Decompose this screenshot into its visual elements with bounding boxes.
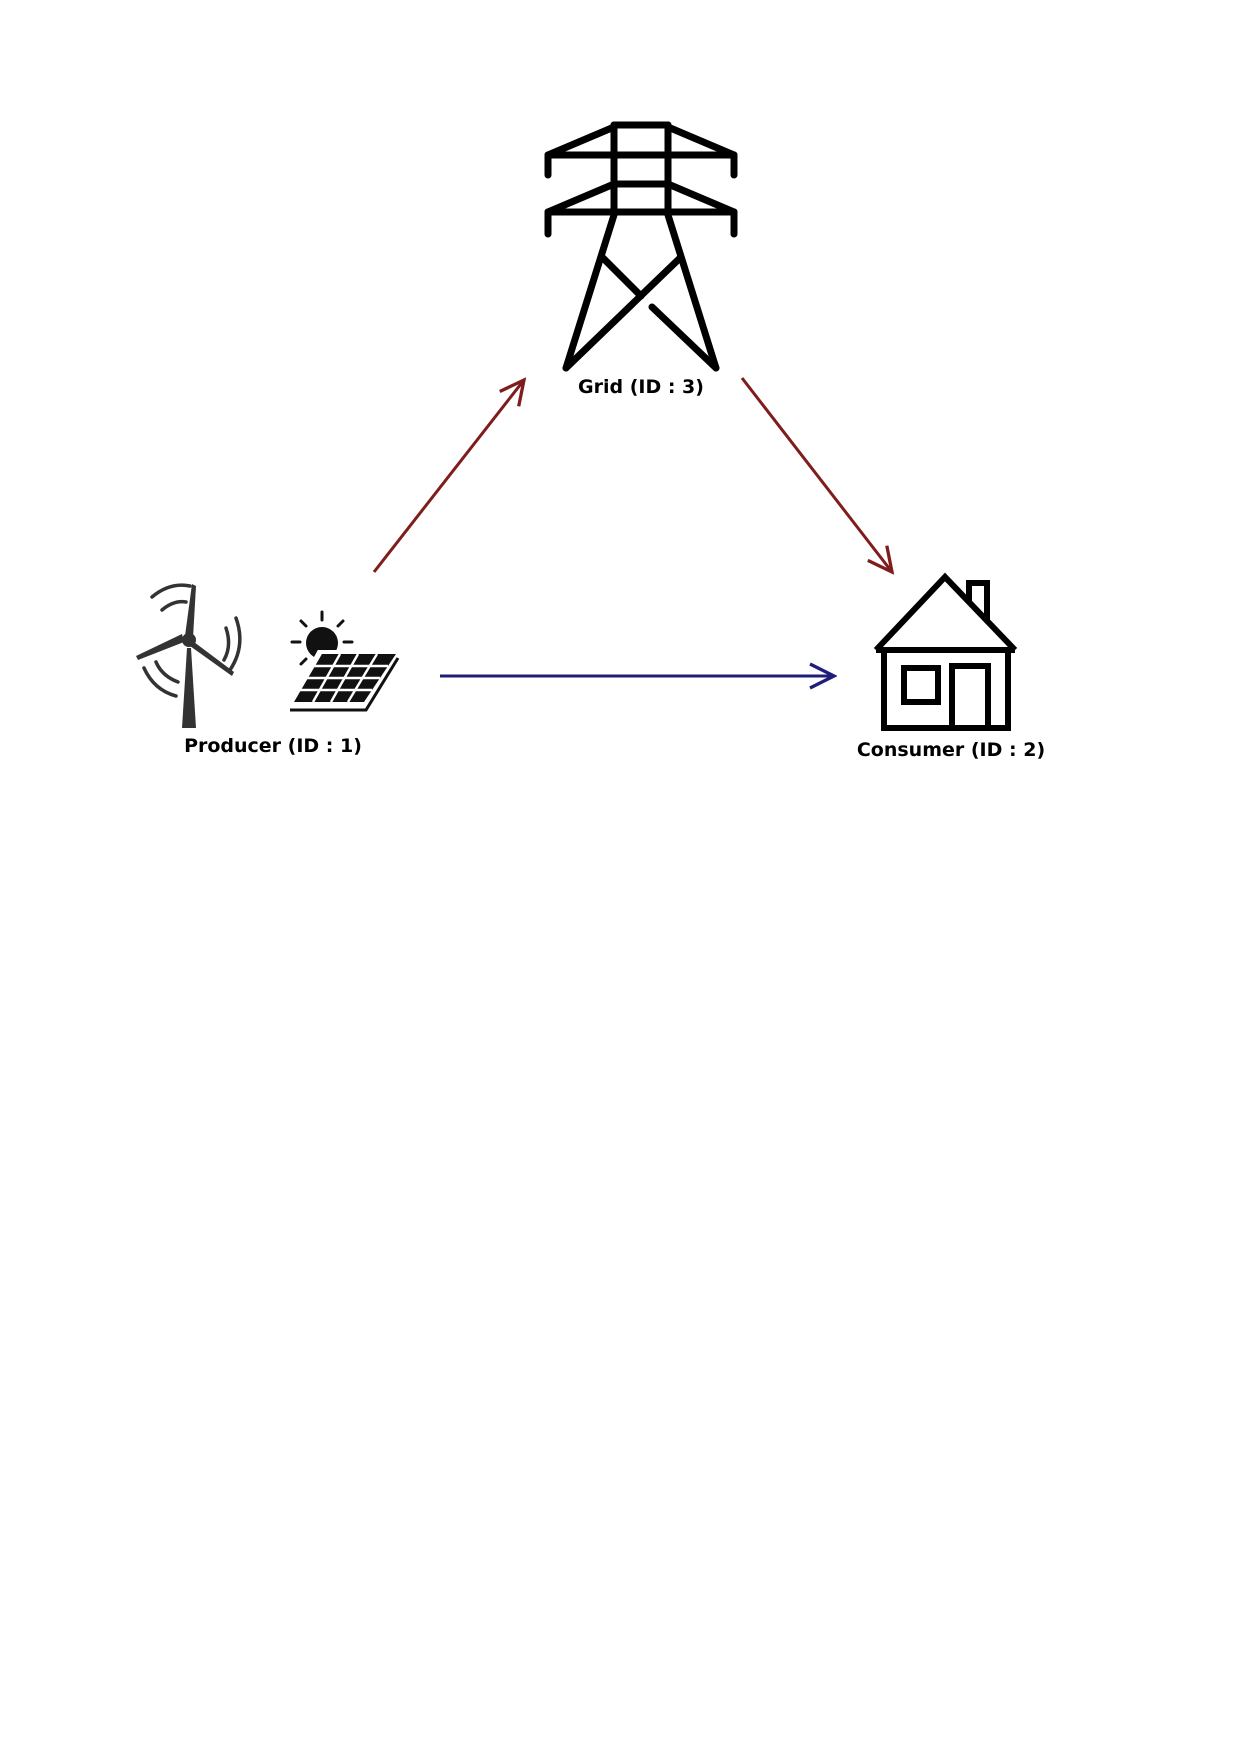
wind-turbine-icon	[136, 583, 242, 728]
consumer-label: Consumer (ID : 2)	[857, 739, 1045, 761]
house-icon	[873, 572, 1018, 731]
solar-panel-icon	[287, 610, 402, 712]
transmission-tower-icon	[544, 121, 738, 372]
edge-producer-to-grid	[372, 380, 524, 573]
edge-grid-to-consumer	[740, 377, 892, 572]
producer-label: Producer (ID : 1)	[184, 735, 362, 757]
grid-label: Grid (ID : 3)	[578, 376, 704, 398]
